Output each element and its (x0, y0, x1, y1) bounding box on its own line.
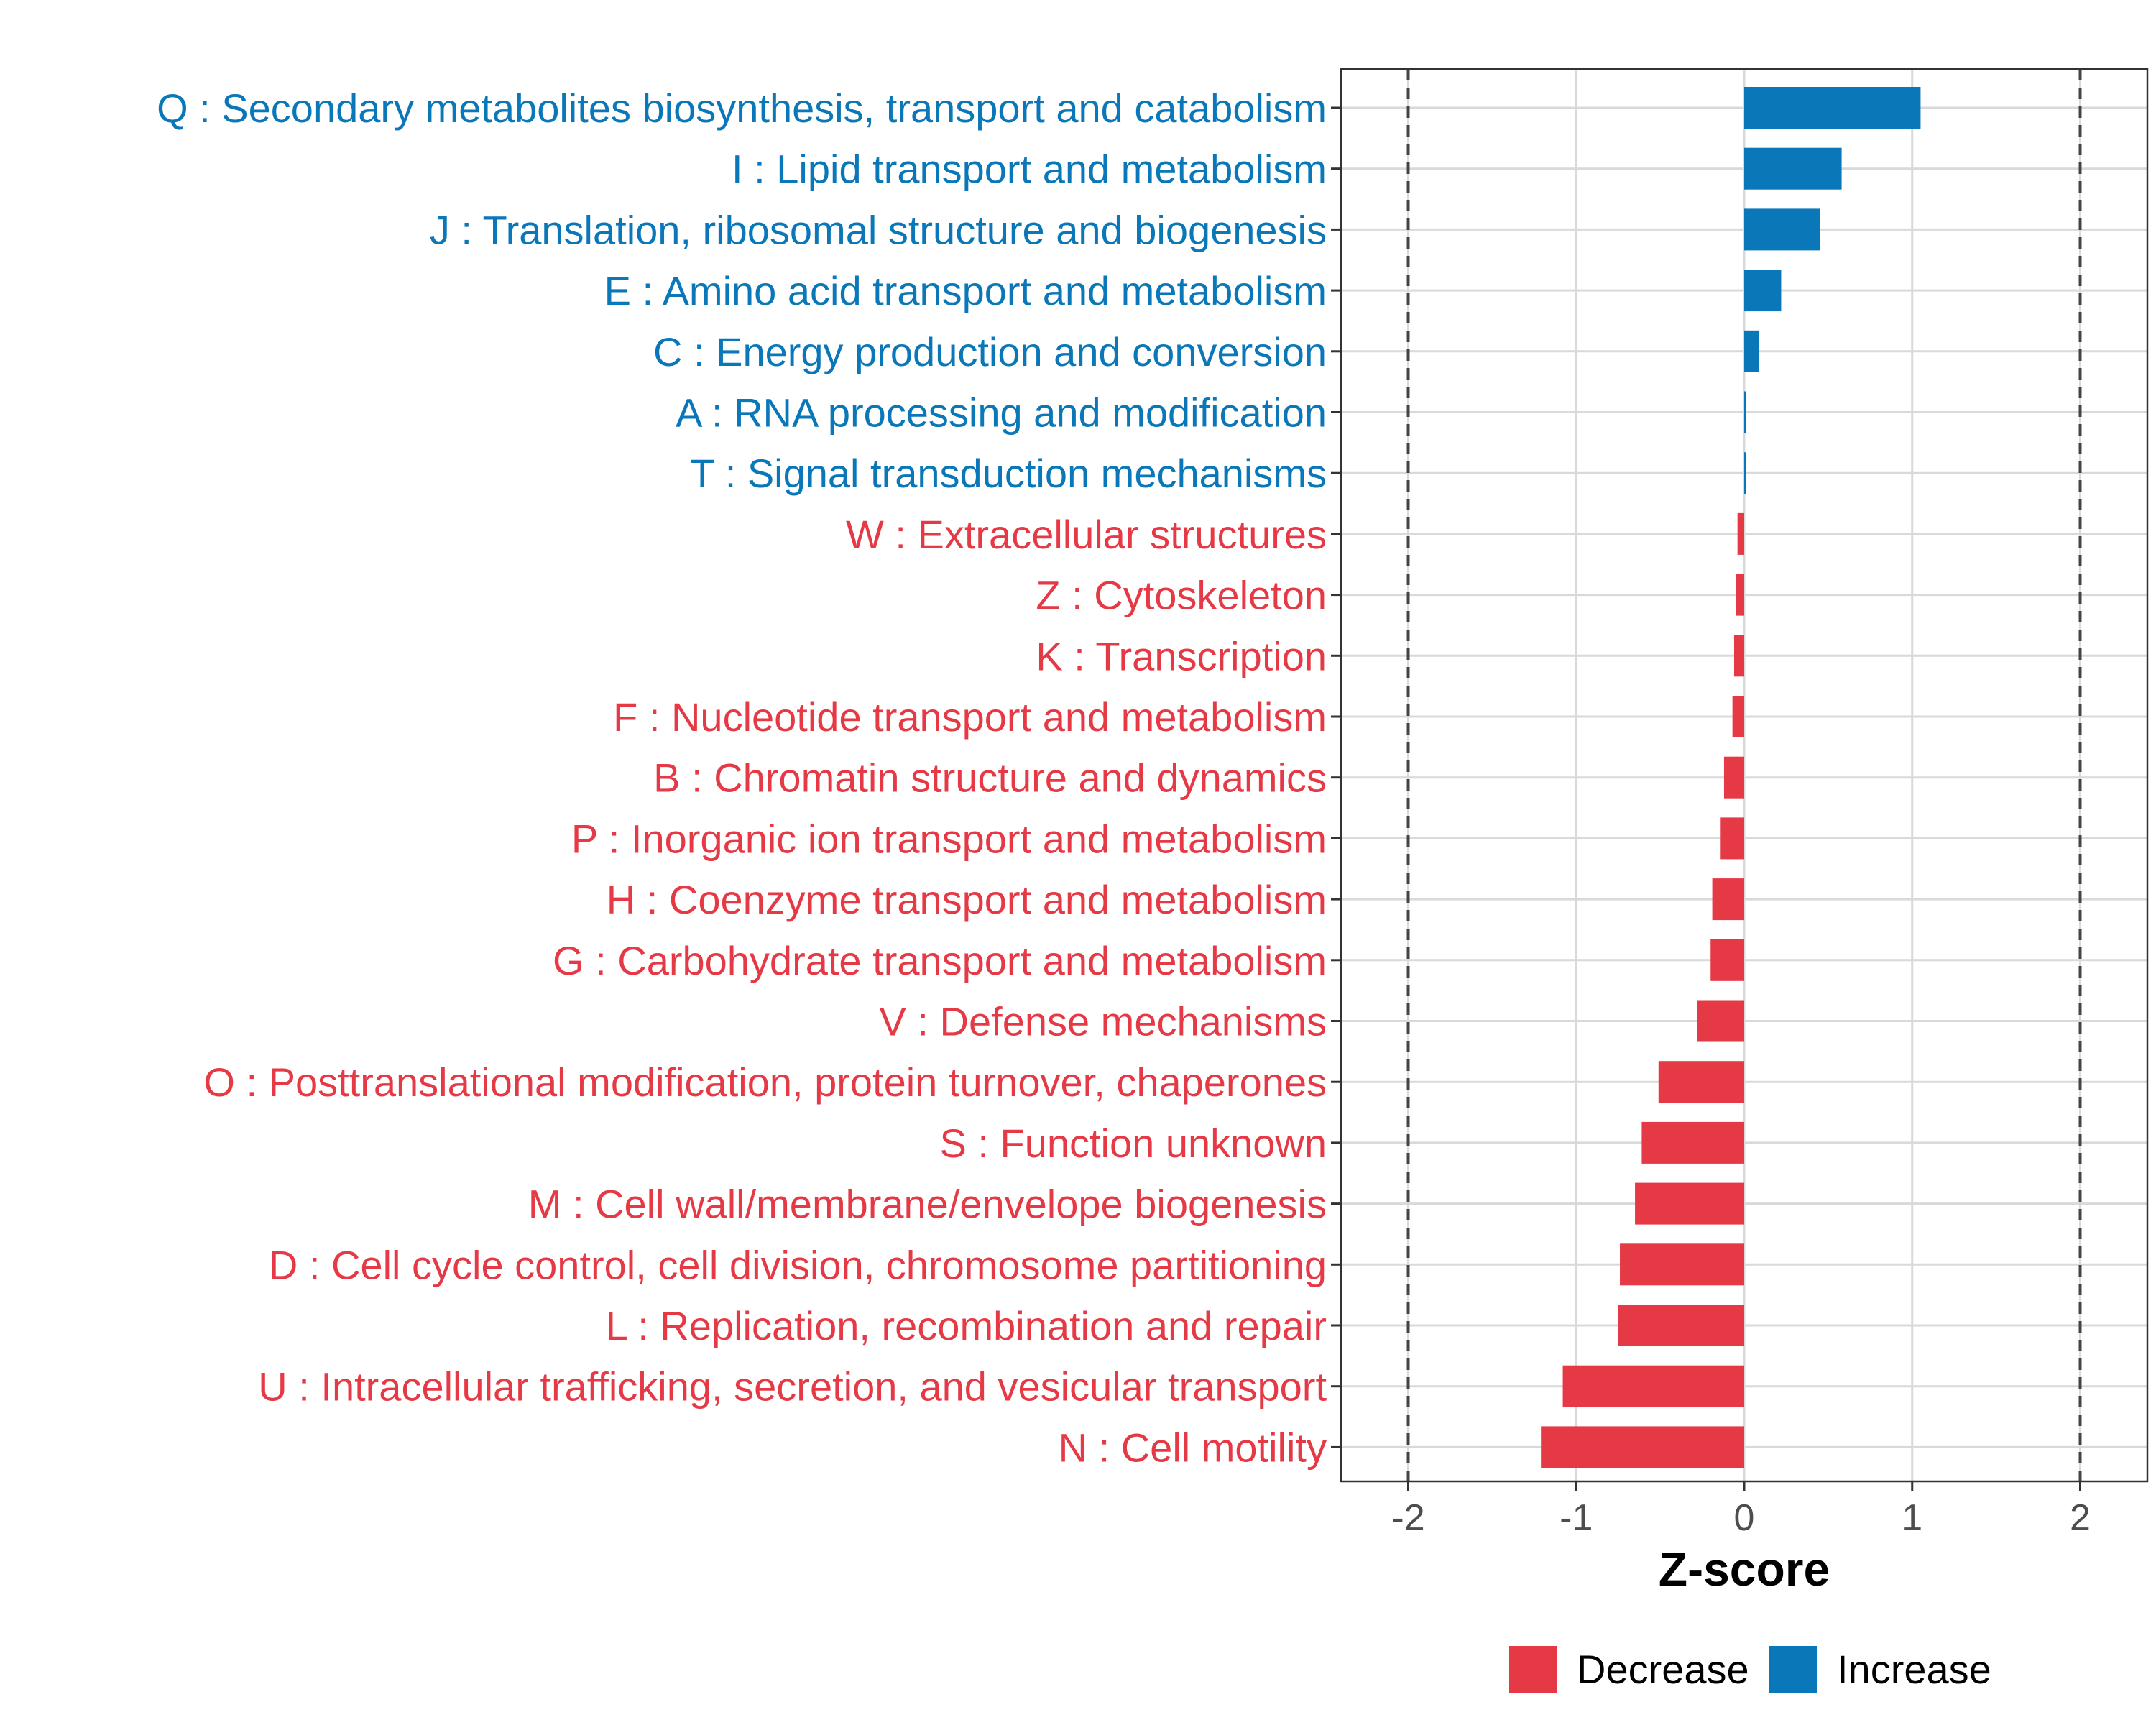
bar (1641, 1121, 1744, 1164)
category-label: K : Transcription (1036, 633, 1327, 678)
category-label: P : Inorganic ion transport and metaboli… (571, 816, 1327, 861)
legend-swatch-decrease (1509, 1646, 1557, 1693)
bar (1712, 878, 1744, 921)
bar (1733, 635, 1744, 677)
bar (1697, 1000, 1744, 1042)
legend-label-increase: Increase (1837, 1647, 1991, 1692)
category-label: C : Energy production and conversion (653, 329, 1327, 374)
bar (1620, 1243, 1744, 1286)
category-label: I : Lipid transport and metabolism (732, 147, 1327, 192)
bar (1736, 574, 1744, 616)
bar (1720, 817, 1744, 860)
category-label: L : Replication, recombination and repai… (606, 1303, 1327, 1348)
bar (1744, 452, 1746, 494)
category-label: M : Cell wall/membrane/envelope biogenes… (528, 1182, 1327, 1227)
category-label: B : Chromatin structure and dynamics (653, 755, 1327, 801)
category-label: D : Cell cycle control, cell division, c… (269, 1242, 1327, 1287)
x-tick-label: 2 (2070, 1497, 2091, 1539)
bar (1710, 939, 1744, 981)
category-label: U : Intracellular trafficking, secretion… (258, 1364, 1327, 1409)
category-label: V : Defense mechanisms (880, 999, 1327, 1044)
x-tick-label: 1 (1902, 1497, 1922, 1539)
bars (1541, 87, 1921, 1468)
bar (1744, 270, 1782, 312)
bar (1744, 330, 1760, 372)
category-label: E : Amino acid transport and metabolism (604, 268, 1327, 313)
bar (1723, 756, 1744, 799)
category-label: Z : Cytoskeleton (1036, 573, 1327, 618)
bar (1562, 1365, 1744, 1407)
category-label: W : Extracellular structures (846, 512, 1327, 557)
bar (1737, 512, 1744, 555)
category-label: N : Cell motility (1059, 1425, 1327, 1470)
bar (1635, 1182, 1744, 1225)
x-axis-ticks: -2 -1 0 1 2 (1391, 1481, 2091, 1539)
x-tick-label: -1 (1560, 1497, 1593, 1539)
bar (1732, 696, 1744, 737)
bar (1744, 87, 1921, 129)
bar (1618, 1305, 1744, 1346)
bar (1658, 1061, 1744, 1103)
category-label: J : Translation, ribosomal structure and… (430, 207, 1327, 252)
x-tick-label: 0 (1734, 1497, 1755, 1539)
category-label: A : RNA processing and modification (676, 390, 1327, 436)
bar (1744, 391, 1746, 433)
category-labels: Q : Secondary metabolites biosynthesis, … (157, 86, 1327, 1470)
reference-lines (1406, 69, 2082, 1481)
category-label: Q : Secondary metabolites biosynthesis, … (157, 86, 1327, 131)
legend-label-decrease: Decrease (1577, 1647, 1749, 1692)
category-label: F : Nucleotide transport and metabolism (613, 694, 1327, 740)
category-label: S : Function unknown (939, 1121, 1327, 1166)
bar (1541, 1426, 1744, 1468)
legend: Decrease Increase (1509, 1646, 1991, 1693)
x-tick-label: -2 (1391, 1497, 1424, 1539)
x-axis-title: Z-score (1659, 1542, 1830, 1596)
bar (1744, 208, 1820, 251)
legend-swatch-increase (1769, 1646, 1817, 1693)
bar (1744, 147, 1842, 190)
category-label: G : Carbohydrate transport and metabolis… (553, 938, 1327, 983)
category-label: H : Coenzyme transport and metabolism (607, 877, 1327, 922)
category-label: T : Signal transduction mechanisms (690, 451, 1327, 496)
y-axis-ticks (1331, 106, 1341, 1448)
category-label: O : Posttranslational modification, prot… (203, 1059, 1327, 1105)
